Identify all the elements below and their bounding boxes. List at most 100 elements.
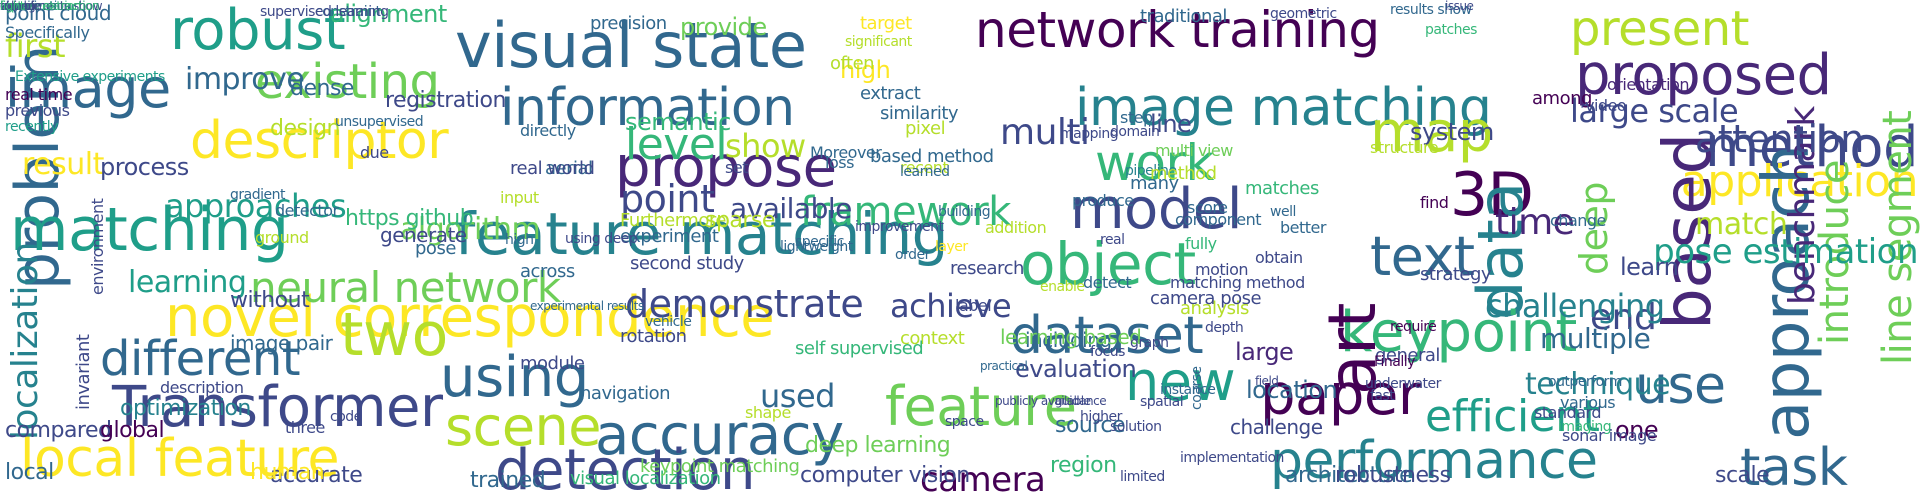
cloud-word: high (840, 56, 891, 84)
cloud-word: model (1070, 177, 1242, 242)
cloud-word: precision (590, 13, 667, 34)
cloud-word: used (760, 377, 835, 415)
cloud-word: point cloud (5, 1, 112, 25)
cloud-word: real time (5, 85, 73, 104)
cloud-word: semantic (625, 108, 731, 136)
cloud-word: field (1255, 374, 1279, 388)
cloud-word: robust (170, 0, 346, 63)
cloud-word: improve (185, 62, 305, 97)
cloud-word: gradient (230, 187, 285, 203)
cloud-word: feature matching (455, 200, 948, 268)
cloud-word: second study (630, 253, 744, 274)
cloud-word: learned (900, 164, 950, 180)
cloud-word: ground (255, 228, 309, 247)
cloud-word: matching (10, 195, 289, 265)
cloud-word: scene (445, 395, 602, 458)
cloud-word: Specifically (5, 23, 90, 42)
cloud-word: https github (345, 206, 474, 231)
cloud-word: use (1635, 356, 1726, 416)
cloud-word: matches (1245, 178, 1319, 199)
cloud-word: label (955, 296, 992, 315)
cloud-word: instance (1160, 382, 1216, 398)
cloud-word: publicly available (995, 394, 1091, 408)
cloud-word: neural network (250, 263, 561, 312)
cloud-word: limited (1120, 469, 1165, 485)
cloud-word: strategy (1420, 264, 1492, 285)
cloud-word: via (0, 0, 17, 13)
cloud-word: robustness (1335, 463, 1451, 488)
cloud-word: location (1246, 376, 1338, 404)
cloud-word: unsupervised (335, 114, 424, 130)
cloud-word: improvement (855, 219, 944, 235)
cloud-word: match (1695, 207, 1788, 242)
cloud-word: alignment (330, 0, 447, 28)
cloud-word: experimental results (530, 299, 644, 313)
cloud-word: accuracy (595, 403, 844, 468)
cloud-word: loss (825, 153, 854, 172)
cloud-word: geometric (1270, 6, 1337, 22)
cloud-word: navigation (580, 383, 671, 404)
cloud-word: code (330, 409, 362, 425)
cloud-word: object (1020, 230, 1196, 298)
cloud-word: learning (128, 265, 247, 300)
cloud-word: many (1130, 173, 1179, 194)
cloud-word: local feature (20, 429, 339, 489)
cloud-word: design (270, 116, 340, 141)
cloud-word: source (1055, 413, 1126, 438)
cloud-word: orientation (1607, 75, 1690, 94)
cloud-word: multiple (1540, 322, 1651, 355)
cloud-word: various (1560, 393, 1616, 412)
cloud-word: order (895, 247, 930, 263)
cloud-word: learn (1620, 253, 1679, 281)
cloud-word: issue (1445, 0, 1474, 13)
cloud-word: task (1740, 438, 1848, 498)
cloud-word: recently (5, 119, 58, 135)
cloud-word: score (1187, 198, 1228, 217)
cloud-word: computer vision (800, 463, 970, 488)
cloud-word: detection (495, 438, 755, 500)
cloud-word: pose (415, 238, 456, 259)
cloud-word: text (1370, 225, 1475, 288)
cloud-word: accurate (270, 463, 363, 488)
cloud-word: lightweight (780, 239, 853, 255)
cloud-word: end (1590, 297, 1657, 338)
cloud-word: experiments show (0, 0, 103, 13)
cloud-word: technique (1525, 367, 1671, 402)
cloud-word: achieve (890, 287, 1012, 325)
cloud-word: analysis (1180, 298, 1249, 319)
cloud-word: sonar image (1562, 426, 1657, 445)
cloud-word: keypoint (1340, 300, 1577, 365)
cloud-word: optimization (120, 396, 251, 421)
cloud-word: large scale (1570, 92, 1739, 130)
cloud-word: target (860, 13, 912, 34)
cloud-word: existing (255, 54, 440, 110)
cloud-word: results show (1390, 2, 1472, 18)
cloud-word: aerial (545, 158, 593, 179)
cloud-word: human (250, 460, 325, 485)
cloud-word: graph (1130, 335, 1169, 351)
cloud-word: three (285, 418, 325, 437)
cloud-word: matching method (1170, 273, 1305, 292)
cloud-word: patches (1425, 22, 1477, 38)
cloud-word: solution (1110, 419, 1162, 435)
cloud-word: scale (1715, 463, 1770, 488)
cloud-word: self supervised (795, 338, 924, 359)
cloud-word: produce (1072, 191, 1134, 210)
cloud-word: Extensive experiments (15, 69, 165, 85)
cloud-word: algorithm (400, 212, 541, 247)
cloud-word: Furthermore (620, 210, 726, 231)
cloud-word: strong (0, 0, 36, 13)
cloud-word: depth (1205, 320, 1244, 336)
cloud-word: image pair (230, 331, 333, 355)
cloud-word: higher (1080, 409, 1122, 425)
cloud-word: including (1025, 328, 1112, 352)
cloud-word: Finally (1374, 354, 1415, 370)
cloud-word: learning based (1000, 325, 1142, 349)
cloud-word: sparse (705, 208, 775, 233)
cloud-word: underwater (1365, 376, 1441, 392)
cloud-word: pipeline (1125, 163, 1177, 179)
cloud-word: research (950, 258, 1024, 279)
cloud-word: framework (800, 189, 1011, 235)
cloud-word: feature extraction (0, 0, 100, 13)
cloud-word: map (1370, 100, 1493, 165)
